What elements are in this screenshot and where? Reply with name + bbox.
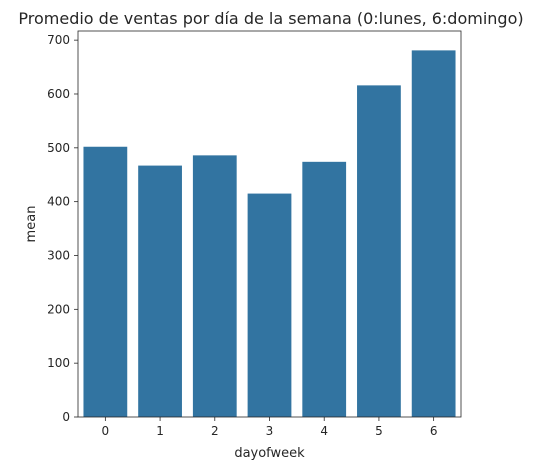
- y-tick-label: 700: [47, 33, 70, 47]
- plot-frame: [77, 30, 462, 418]
- bar-1: [138, 165, 182, 417]
- y-tick-label: 200: [47, 302, 70, 316]
- y-tick-label: 300: [47, 248, 70, 262]
- x-tick-label: 0: [102, 424, 110, 438]
- y-tick-label: 600: [47, 87, 70, 101]
- x-axis-label: dayofweek: [234, 446, 305, 461]
- y-tick-label: 0: [62, 410, 70, 424]
- bar-5: [357, 85, 401, 417]
- bar-2: [192, 155, 237, 417]
- x-tick-label: 1: [156, 424, 164, 438]
- bar-3: [247, 193, 292, 417]
- x-tick-label: 5: [375, 424, 383, 438]
- y-axis-ticks: 0 100 200 300 400 500 600 700: [47, 33, 78, 424]
- bar-0: [83, 146, 128, 418]
- x-tick-label: 6: [430, 424, 438, 438]
- x-tick-label: 3: [266, 424, 274, 438]
- y-tick-label: 500: [47, 141, 70, 155]
- bar-4: [302, 161, 347, 417]
- chart-title: Promedio de ventas por día de la semana …: [18, 9, 523, 28]
- y-tick-label: 400: [47, 195, 70, 209]
- bar-6: [411, 50, 456, 418]
- x-tick-label: 2: [211, 424, 219, 438]
- x-axis-ticks: 0 1 2 3 4 5 6: [102, 417, 438, 438]
- y-axis-label: mean: [24, 206, 39, 243]
- y-tick-label: 100: [47, 356, 70, 370]
- x-tick-label: 4: [320, 424, 328, 438]
- bars-group: [83, 50, 456, 418]
